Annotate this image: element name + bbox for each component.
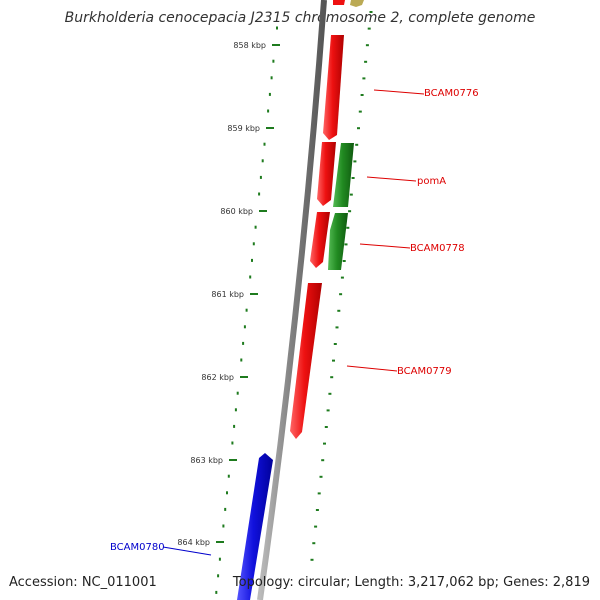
gene-bcam0778[interactable]: [310, 212, 330, 268]
minor-tick-outer: [315, 509, 319, 511]
minor-tick-inner: [222, 524, 225, 528]
gene-label-bcam0780[interactable]: BCAM0780: [110, 542, 165, 553]
minor-tick-inner: [215, 590, 218, 594]
minor-tick-inner: [276, 26, 278, 30]
minor-tick-outer: [340, 276, 344, 279]
minor-tick-inner: [227, 474, 230, 478]
minor-tick-outer: [314, 525, 318, 528]
minor-tick-outer: [369, 11, 373, 13]
gene-bcam0778-green[interactable]: [328, 213, 348, 270]
minor-tick-inner: [217, 574, 220, 578]
accession-text: Accession: NC_011001: [9, 575, 157, 590]
minor-tick-inner: [272, 59, 275, 63]
gene-partial-top: [350, 0, 364, 7]
gene-bcam0777[interactable]: [317, 142, 336, 206]
minor-tick-inner: [218, 557, 221, 561]
label-line-pomA: [366, 176, 417, 182]
map-title: Burkholderia cenocepacia J2315 chromosom…: [64, 10, 536, 26]
minor-tick-inner: [233, 424, 236, 428]
minor-tick-outer: [348, 210, 352, 213]
minor-tick-outer: [312, 542, 316, 545]
minor-tick-inner: [226, 491, 228, 495]
minor-tick-outer: [339, 293, 343, 296]
minor-tick-outer: [319, 475, 323, 478]
minor-tick-inner: [258, 192, 261, 196]
gene-bcam0780[interactable]: [237, 453, 273, 600]
minor-tick-inner: [267, 109, 270, 113]
minor-tick-outer: [364, 60, 368, 63]
minor-tick-outer: [321, 459, 325, 462]
kbp-tick-label: 863 kbp: [190, 456, 223, 465]
minor-tick-inner: [224, 507, 227, 511]
kbp-tick-label: 860 kbp: [220, 207, 253, 216]
minor-tick-inner: [259, 175, 262, 179]
gene-label-pomA[interactable]: pomA: [417, 176, 446, 187]
chromosome-backbone: [257, 0, 327, 600]
minor-tick-outer: [353, 160, 357, 163]
minor-tick-outer: [358, 110, 362, 113]
gene-pomA[interactable]: [333, 143, 354, 207]
minor-tick-outer: [323, 442, 326, 445]
kbp-tick-label: 861 kbp: [211, 290, 244, 299]
gene-label-bcam0779[interactable]: BCAM0779: [397, 366, 452, 377]
minor-tick-outer: [365, 44, 369, 47]
minor-tick-outer: [346, 226, 350, 229]
kbp-tick-label: 864 kbp: [177, 538, 210, 547]
gene-label-bcam0776[interactable]: BCAM0776: [424, 88, 479, 99]
minor-tick-outer: [342, 260, 346, 262]
label-line-bcam0778: [359, 243, 411, 249]
label-line-bcam0779: [346, 365, 398, 372]
minor-tick-outer: [328, 392, 332, 395]
minor-tick-outer: [344, 243, 348, 246]
minor-tick-outer: [335, 326, 339, 329]
gene-partial-top-red: [333, 0, 345, 5]
minor-tick-outer: [357, 127, 360, 130]
minor-tick-inner: [261, 159, 264, 163]
minor-tick-outer: [317, 492, 321, 495]
minor-tick-outer: [310, 558, 314, 561]
minor-tick-outer: [355, 143, 359, 146]
minor-tick-inner: [252, 242, 255, 246]
label-line-bcam0780: [162, 546, 212, 556]
minor-tick-outer: [326, 409, 330, 412]
minor-tick-inner: [251, 258, 253, 262]
minor-tick-outer: [337, 309, 341, 312]
minor-tick-inner: [243, 325, 246, 329]
minor-tick-inner: [240, 358, 243, 362]
gene-bcam0779[interactable]: [290, 283, 322, 439]
minor-tick-inner: [254, 225, 257, 229]
minor-tick-outer: [333, 343, 337, 345]
minor-tick-inner: [270, 76, 273, 80]
minor-tick-outer: [330, 376, 334, 379]
minor-tick-inner: [249, 275, 252, 279]
label-line-bcam0776: [373, 89, 425, 95]
minor-tick-outer: [332, 359, 335, 362]
minor-tick-inner: [263, 142, 266, 146]
kbp-tick-label: 859 kbp: [227, 124, 260, 133]
minor-tick-outer: [362, 77, 366, 80]
minor-tick-inner: [242, 341, 245, 345]
gene-bcam0776[interactable]: [323, 35, 344, 140]
kbp-tick-label: 858 kbp: [233, 41, 266, 50]
minor-tick-outer: [360, 94, 364, 96]
minor-tick-inner: [236, 391, 239, 395]
minor-tick-inner: [268, 92, 271, 96]
minor-tick-outer: [349, 193, 353, 196]
minor-tick-outer: [351, 177, 355, 179]
minor-tick-inner: [231, 441, 234, 445]
kbp-tick-label: 862 kbp: [201, 373, 234, 382]
minor-tick-inner: [245, 308, 248, 312]
minor-tick-inner: [234, 408, 237, 412]
minor-tick-outer: [367, 27, 371, 30]
genome-summary-text: Topology: circular; Length: 3,217,062 bp…: [232, 575, 590, 590]
minor-tick-outer: [324, 426, 328, 428]
gene-label-bcam0778[interactable]: BCAM0778: [410, 243, 465, 254]
